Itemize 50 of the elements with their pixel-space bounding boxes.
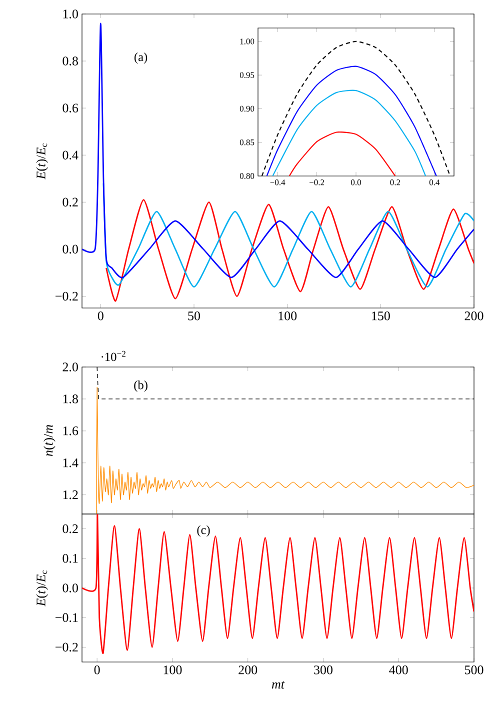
x-tick-label: 300 [314,666,332,674]
y-tick-label: 0.90 [240,106,254,112]
y-tick-label: 2.0 [62,362,78,372]
x-tick-label: 500 [465,666,484,674]
line-series [272,90,426,176]
y-axis-title: n(t)/m [44,425,56,456]
line-series [82,514,474,654]
y-tick-label: 1.4 [63,458,78,468]
x-tick-label: 50 [188,312,200,320]
y-tick-label: 0.6 [62,104,78,112]
x-tick-label: 200 [238,666,258,674]
x-tick-label: 200 [464,312,484,320]
y-tick-label: 1.6 [63,426,78,436]
y-tick-label: 1.2 [63,490,78,500]
x-tick-label: 150 [372,312,390,320]
y-tick-label: 0.0 [62,244,78,254]
line-series [82,22,474,278]
y-tick-label: −0.2 [56,642,78,652]
y-tick-label: 0.2 [62,198,78,207]
y-tick-label: 0.80 [240,173,254,179]
y-tick-label: 1.8 [63,394,78,404]
y-tick-label: −0.2 [56,292,78,301]
y-tick-label: 0.0 [62,584,78,592]
x-tick-label: 0 [98,312,104,320]
annotation: (c) [197,525,210,537]
line-series [266,66,437,176]
line-series [106,199,474,302]
y-tick-label: 0.85 [240,139,254,146]
x-tick-label: −0.2 [310,180,324,186]
annotation: (a) [134,52,148,64]
y-tick-label: 0.4 [62,150,78,160]
y-tick-label: 0.95 [240,72,254,78]
text: ·10$^{−2}$ [102,350,126,362]
x-tick-label: 0 [94,666,100,674]
y-tick-label: 1.0 [63,10,78,18]
y-tick-label: −0.1 [56,613,78,622]
x-tick-label: 0.2 [390,180,400,186]
y-tick-label: 0.2 [62,524,78,534]
y-tick-label: 0.1 [62,554,78,563]
x-tick-label: 100 [278,312,297,320]
x-axis-title: mt [272,681,285,689]
x-tick-label: 400 [389,666,408,674]
x-tick-label: 0.4 [429,180,440,186]
x-tick-label: 0.0 [351,180,361,186]
y-tick-label: 1.00 [240,38,254,44]
y-tick-label: 0.8 [62,56,78,66]
line-series [288,132,396,176]
x-tick-label: −0.4 [270,180,286,186]
x-tick-label: 100 [164,666,182,674]
annotation: (b) [134,380,148,392]
